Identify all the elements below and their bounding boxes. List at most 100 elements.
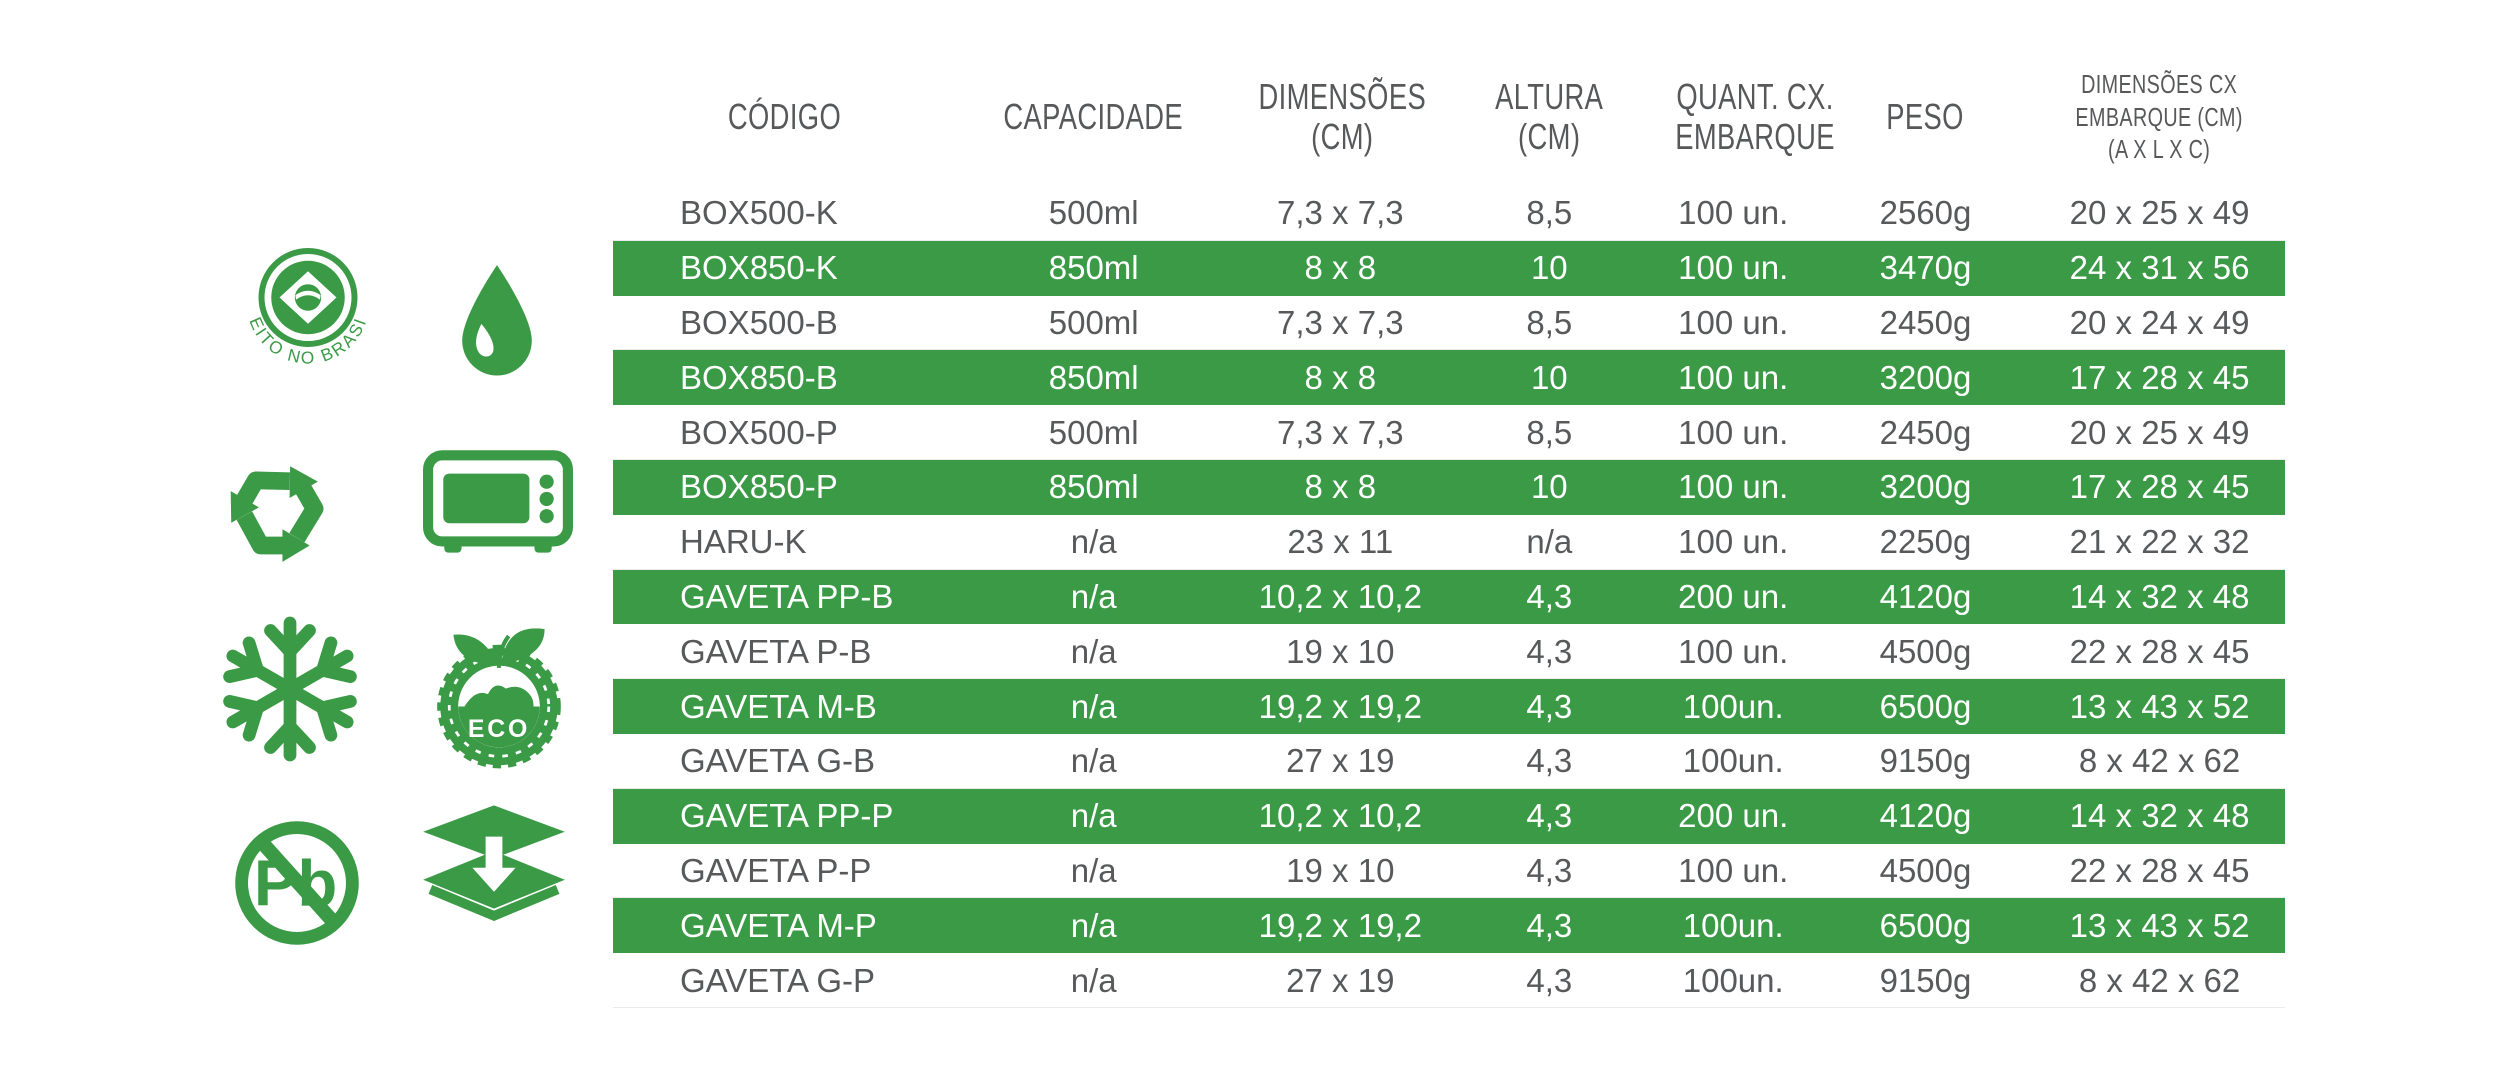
cell-dimensoes-cx: 20 x 25 x 49: [2069, 194, 2250, 232]
cell-capacidade: 850ml: [1048, 468, 1139, 506]
table-row: GAVETA P-P n/a 19 x 10 4,3 100 un. 4500g…: [613, 844, 2285, 899]
cell-dimensoes: 7,3 x 7,3: [1277, 303, 1404, 341]
water-drop-icon: [455, 258, 539, 385]
cell-capacidade: n/a: [1070, 577, 1117, 615]
cell-codigo: GAVETA M-B: [680, 687, 877, 725]
cell-peso: 6500g: [1879, 906, 1972, 944]
cell-codigo: GAVETA P-P: [680, 851, 872, 889]
cell-quant-cx: 100 un.: [1678, 194, 1789, 232]
cell-dimensoes-cx: 14 x 32 x 48: [2069, 577, 2250, 615]
table-row: BOX850-B 850ml 8 x 8 10 100 un. 3200g 17…: [613, 350, 2285, 406]
cell-codigo: GAVETA PP-B: [680, 577, 894, 615]
cell-altura: 10: [1530, 358, 1568, 396]
column-header-dimensoes-cx: DIMENSÕES CX EMBARQUE (CM) (A X L X C): [2075, 69, 2244, 165]
cell-peso: 2450g: [1879, 413, 1972, 451]
cell-quant-cx: 100 un.: [1678, 358, 1789, 396]
table-row: BOX850-P 850ml 8 x 8 10 100 un. 3200g 17…: [613, 459, 2285, 515]
table-row: BOX500-P 500ml 7,3 x 7,3 8,5 100 un. 245…: [613, 405, 2285, 460]
cell-capacidade: n/a: [1070, 851, 1117, 889]
cell-peso: 4120g: [1879, 797, 1972, 835]
table-header-row: CÓDIGO CAPACIDADE DIMENSÕES (CM) ALTURA …: [613, 52, 2285, 182]
stackable-icon: [416, 802, 572, 930]
cell-codigo: BOX850-K: [680, 249, 838, 287]
table-body: BOX500-K 500ml 7,3 x 7,3 8,5 100 un. 256…: [613, 186, 2285, 1008]
cell-quant-cx: 100 un.: [1678, 468, 1789, 506]
cell-peso: 4120g: [1879, 577, 1972, 615]
table-row: GAVETA PP-B n/a 10,2 x 10,2 4,3 200 un. …: [613, 569, 2285, 625]
cell-quant-cx: 100un.: [1682, 961, 1784, 999]
cell-peso: 3200g: [1879, 468, 1972, 506]
cell-quant-cx: 100 un.: [1678, 413, 1789, 451]
cell-codigo: BOX850-B: [680, 358, 838, 396]
lead-free-icon: Pb: [226, 812, 368, 954]
cell-capacidade: n/a: [1070, 632, 1117, 670]
cell-codigo: GAVETA P-B: [680, 632, 872, 670]
cell-dimensoes: 8 x 8: [1304, 468, 1377, 506]
cell-dimensoes: 10,2 x 10,2: [1258, 797, 1422, 835]
cell-peso: 2450g: [1879, 303, 1972, 341]
cell-peso: 3200g: [1879, 358, 1972, 396]
cell-quant-cx: 100un.: [1682, 742, 1784, 780]
column-header-peso: PESO: [1886, 95, 1965, 137]
cell-altura: 4,3: [1526, 577, 1573, 615]
table-row: GAVETA G-B n/a 27 x 19 4,3 100un. 9150g …: [613, 734, 2285, 789]
cell-dimensoes-cx: 20 x 24 x 49: [2069, 303, 2250, 341]
cell-dimensoes: 27 x 19: [1286, 961, 1395, 999]
cell-capacidade: n/a: [1070, 797, 1117, 835]
table-row: HARU-K n/a 23 x 11 n/a 100 un. 2250g 21 …: [613, 515, 2285, 570]
cell-codigo: HARU-K: [680, 523, 807, 561]
cell-dimensoes-cx: 8 x 42 x 62: [2078, 742, 2241, 780]
cell-capacidade: 500ml: [1048, 413, 1139, 451]
cell-peso: 4500g: [1879, 632, 1972, 670]
cell-codigo: BOX500-B: [680, 303, 838, 341]
cell-altura: 4,3: [1526, 797, 1573, 835]
made-in-brazil-icon: FEITO NO BRASIL: [233, 236, 383, 398]
cell-peso: 9150g: [1879, 961, 1972, 999]
microwave-icon: [422, 448, 574, 560]
cell-altura: n/a: [1526, 523, 1573, 561]
table-row: GAVETA G-P n/a 27 x 19 4,3 100un. 9150g …: [613, 953, 2285, 1008]
cell-capacidade: n/a: [1070, 523, 1117, 561]
cell-quant-cx: 100un.: [1682, 687, 1784, 725]
cell-codigo: GAVETA PP-P: [680, 797, 894, 835]
cell-capacidade: n/a: [1070, 687, 1117, 725]
cell-dimensoes: 7,3 x 7,3: [1277, 194, 1404, 232]
cell-quant-cx: 100 un.: [1678, 632, 1789, 670]
cell-altura: 10: [1530, 468, 1568, 506]
cell-dimensoes-cx: 22 x 28 x 45: [2069, 851, 2250, 889]
cell-peso: 2560g: [1879, 194, 1972, 232]
cell-altura: 4,3: [1526, 742, 1573, 780]
cell-capacidade: 850ml: [1048, 249, 1139, 287]
cell-peso: 2250g: [1879, 523, 1972, 561]
cell-dimensoes: 7,3 x 7,3: [1277, 413, 1404, 451]
cell-codigo: GAVETA M-P: [680, 906, 877, 944]
cell-dimensoes-cx: 22 x 28 x 45: [2069, 632, 2250, 670]
table-row: GAVETA M-B n/a 19,2 x 19,2 4,3 100un. 65…: [613, 679, 2285, 734]
cell-quant-cx: 200 un.: [1678, 797, 1789, 835]
cell-capacidade: 500ml: [1048, 194, 1139, 232]
cell-dimensoes-cx: 24 x 31 x 56: [2069, 249, 2250, 287]
recycle-icon: [209, 434, 345, 570]
cell-altura: 4,3: [1526, 961, 1573, 999]
eco-badge-icon: ECO: [423, 618, 575, 773]
cell-dimensoes: 23 x 11: [1287, 523, 1394, 561]
cell-dimensoes-cx: 14 x 32 x 48: [2069, 797, 2250, 835]
cell-dimensoes: 8 x 8: [1304, 249, 1377, 287]
cell-codigo: BOX500-P: [680, 413, 838, 451]
cell-quant-cx: 100 un.: [1678, 523, 1789, 561]
eco-label: ECO: [468, 715, 530, 743]
cell-dimensoes-cx: 21 x 22 x 32: [2069, 523, 2250, 561]
cell-dimensoes-cx: 8 x 42 x 62: [2078, 961, 2241, 999]
table-row: GAVETA P-B n/a 19 x 10 4,3 100 un. 4500g…: [613, 624, 2285, 679]
column-header-capacidade: CAPACIDADE: [1003, 95, 1184, 137]
cell-dimensoes-cx: 17 x 28 x 45: [2069, 468, 2250, 506]
cell-peso: 6500g: [1879, 687, 1972, 725]
cell-dimensoes: 19 x 10: [1286, 851, 1395, 889]
cell-quant-cx: 100un.: [1682, 906, 1784, 944]
cell-capacidade: 850ml: [1048, 358, 1139, 396]
cell-dimensoes-cx: 17 x 28 x 45: [2069, 358, 2250, 396]
cell-dimensoes-cx: 20 x 25 x 49: [2069, 413, 2250, 451]
table-row: BOX500-K 500ml 7,3 x 7,3 8,5 100 un. 256…: [613, 186, 2285, 241]
cell-altura: 4,3: [1526, 906, 1573, 944]
cell-dimensoes: 19 x 10: [1286, 632, 1395, 670]
